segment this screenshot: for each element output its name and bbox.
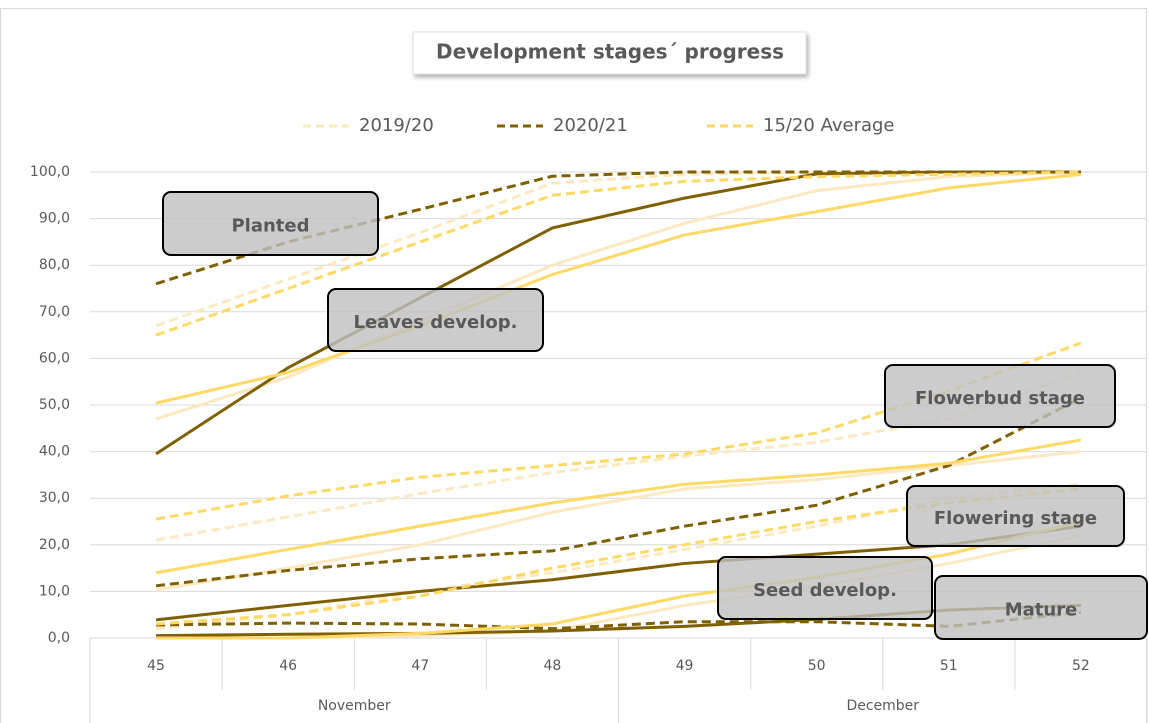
- y-tick-label: 100,0: [30, 164, 70, 180]
- x-tick-label: 50: [808, 658, 826, 674]
- y-tick-label: 40,0: [39, 444, 70, 460]
- series-line: [155, 170, 1081, 421]
- group-label: November: [318, 698, 391, 714]
- stage-box: [934, 575, 1148, 640]
- stage-label: Leaves develop.: [353, 312, 517, 333]
- y-tick-label: 60,0: [39, 350, 70, 366]
- series-line: [155, 487, 1082, 626]
- group-label: December: [846, 698, 919, 714]
- stage-label: Flowerbud stage: [915, 388, 1085, 409]
- y-tick-label: 90,0: [39, 211, 70, 227]
- stage-label: Flowering stage: [934, 508, 1097, 529]
- series-line: [155, 438, 1082, 575]
- series-line: [155, 450, 1082, 592]
- stage-label: Planted: [231, 216, 309, 237]
- y-tick-label: 10,0: [39, 583, 70, 599]
- x-tick-label: 48: [544, 658, 562, 674]
- x-tick-label: 49: [676, 658, 694, 674]
- series-line: [155, 341, 1082, 521]
- x-tick-label: 51: [940, 658, 958, 674]
- y-tick-label: 70,0: [39, 304, 70, 320]
- legend-label: 2019/20: [359, 115, 434, 136]
- series-line: [155, 396, 1082, 588]
- title-box: [412, 31, 807, 75]
- stage-box: [906, 485, 1125, 547]
- chart-title: Development stages´ progress: [436, 40, 784, 64]
- series-line: [155, 370, 1082, 542]
- legend-label: 15/20 Average: [763, 115, 895, 136]
- stage-box: [162, 191, 379, 256]
- stage-box: [884, 364, 1116, 428]
- x-tick-label: 47: [411, 658, 429, 674]
- series-line: [155, 170, 1081, 456]
- y-tick-label: 30,0: [39, 490, 70, 506]
- legend-label: 2020/21: [553, 115, 628, 136]
- series-line: [156, 610, 1082, 631]
- x-tick-label: 52: [1072, 658, 1090, 674]
- series-line: [155, 172, 1082, 405]
- stage-box: [327, 288, 544, 352]
- stage-box: [717, 556, 933, 620]
- x-tick-label: 45: [147, 658, 165, 674]
- stage-label: Seed develop.: [753, 580, 897, 601]
- y-tick-label: 20,0: [39, 537, 70, 553]
- y-tick-label: 80,0: [39, 257, 70, 273]
- x-tick-label: 46: [279, 658, 297, 674]
- y-tick-label: 50,0: [39, 397, 70, 413]
- y-tick-label: 0,0: [48, 630, 70, 646]
- stage-label: Mature: [1005, 600, 1078, 621]
